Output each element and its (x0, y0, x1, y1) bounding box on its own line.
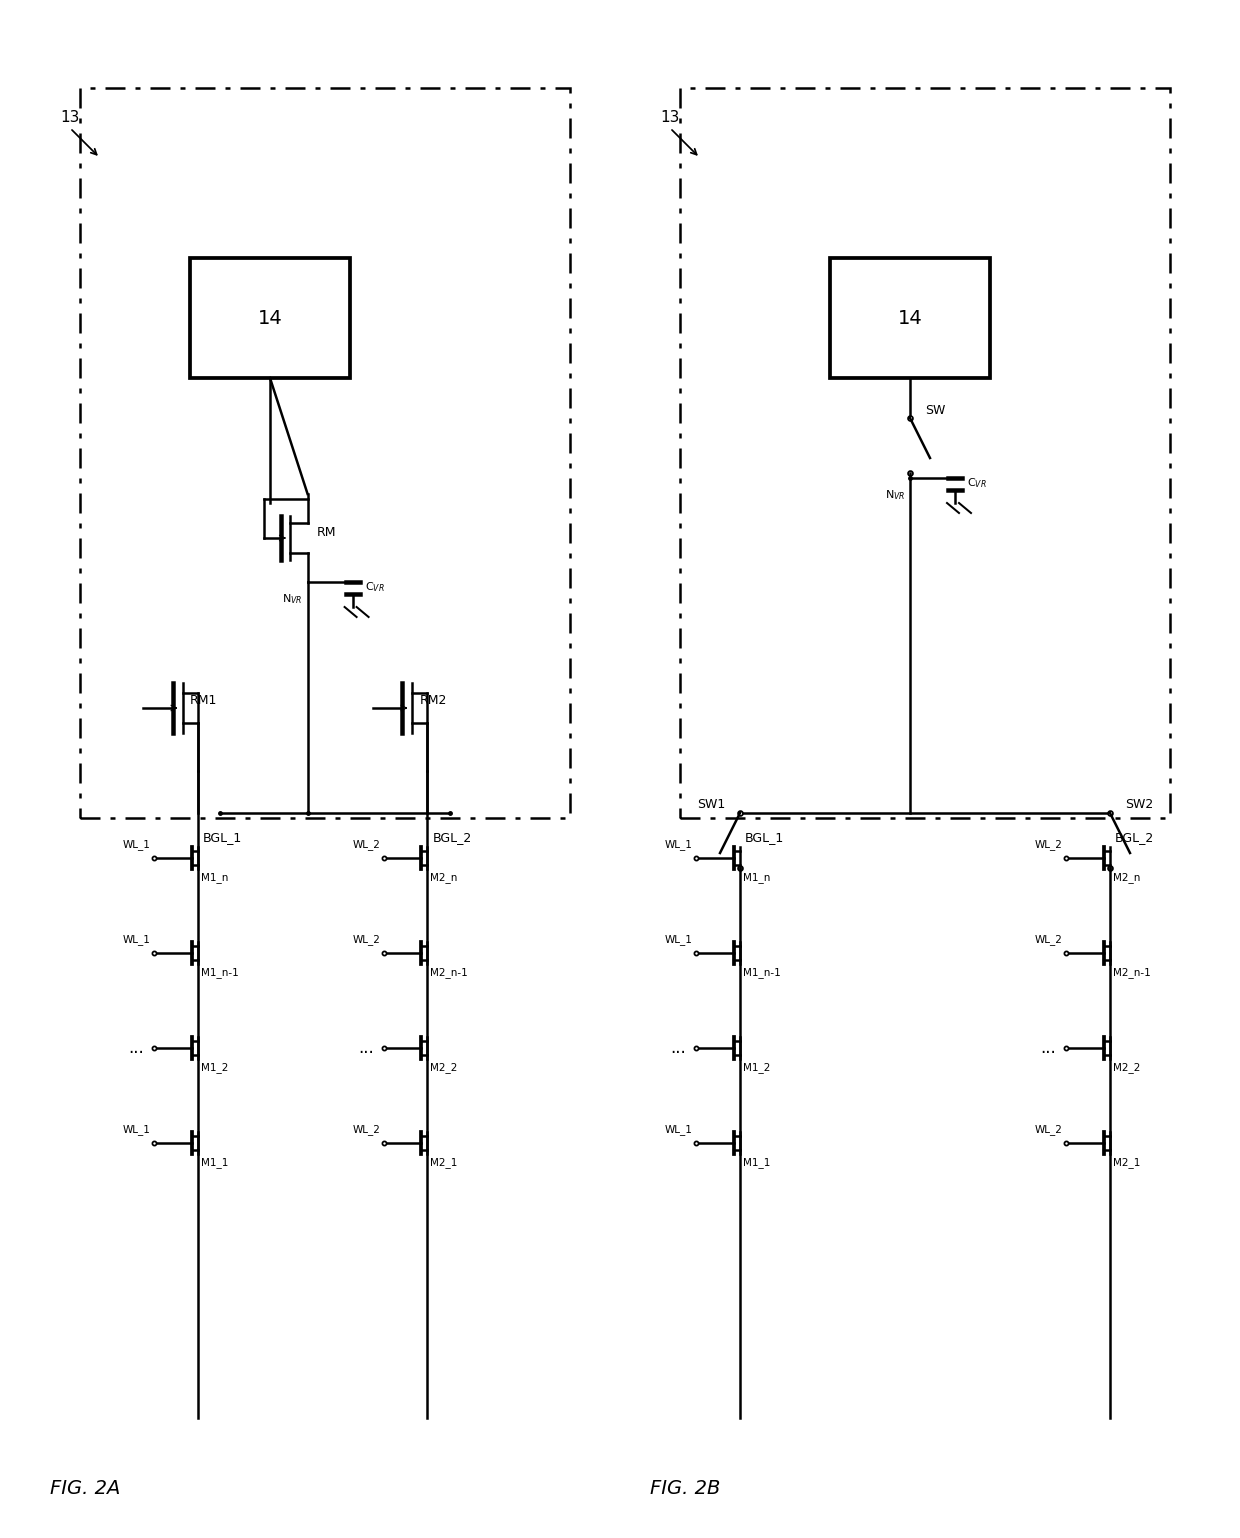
Text: WL_2: WL_2 (1035, 1124, 1063, 1135)
Text: WL_2: WL_2 (352, 840, 381, 851)
Text: SW1: SW1 (697, 798, 725, 812)
Text: M2_2: M2_2 (430, 1063, 458, 1074)
Bar (81, 88, 570, 818)
Text: BGL_1: BGL_1 (745, 832, 784, 844)
Text: N$_{VR}$: N$_{VR}$ (283, 592, 303, 606)
Text: M2_n: M2_n (1114, 872, 1141, 883)
Text: WL_1: WL_1 (123, 1124, 150, 1135)
Text: WL_1: WL_1 (665, 1124, 693, 1135)
Text: M2_1: M2_1 (430, 1157, 458, 1167)
Text: ...: ... (671, 1040, 686, 1057)
Text: WL_1: WL_1 (123, 840, 150, 851)
Text: M1_n-1: M1_n-1 (201, 967, 238, 978)
Text: FIG. 2A: FIG. 2A (50, 1478, 120, 1498)
Text: RM2: RM2 (420, 694, 448, 707)
Text: RM: RM (316, 526, 336, 540)
Text: M1_n: M1_n (743, 872, 770, 883)
Text: WL_2: WL_2 (352, 1124, 381, 1135)
Text: RM1: RM1 (190, 694, 217, 707)
Text: M2_n: M2_n (430, 872, 458, 883)
Bar (680, 88, 1171, 818)
Text: WL_2: WL_2 (352, 934, 381, 944)
Text: SW2: SW2 (1125, 798, 1153, 812)
Text: BGL_2: BGL_2 (433, 832, 471, 844)
Text: WL_1: WL_1 (665, 840, 693, 851)
Text: M2_2: M2_2 (1114, 1063, 1141, 1074)
Text: ...: ... (358, 1040, 373, 1057)
Text: M1_1: M1_1 (743, 1157, 770, 1167)
Text: SW: SW (925, 403, 945, 417)
Text: M1_2: M1_2 (743, 1063, 770, 1074)
Text: ...: ... (128, 1040, 144, 1057)
Text: WL_2: WL_2 (1035, 934, 1063, 944)
Text: M1_2: M1_2 (201, 1063, 228, 1074)
Text: 14: 14 (898, 309, 923, 328)
Text: M2_1: M2_1 (1114, 1157, 1141, 1167)
Text: ...: ... (1040, 1040, 1056, 1057)
Text: WL_2: WL_2 (1035, 840, 1063, 851)
Text: C$_{VR}$: C$_{VR}$ (967, 477, 987, 491)
Text: BGL_2: BGL_2 (1115, 832, 1154, 844)
Text: 13: 13 (60, 111, 79, 126)
Text: M1_n-1: M1_n-1 (743, 967, 781, 978)
Text: WL_1: WL_1 (665, 934, 693, 944)
Bar (830, 258, 990, 378)
Text: C$_{VR}$: C$_{VR}$ (365, 580, 384, 594)
Text: 14: 14 (258, 309, 283, 328)
Text: BGL_1: BGL_1 (202, 832, 242, 844)
Text: 13: 13 (660, 111, 680, 126)
Text: FIG. 2B: FIG. 2B (650, 1478, 720, 1498)
Text: WL_1: WL_1 (123, 934, 150, 944)
Text: N$_{VR}$: N$_{VR}$ (884, 488, 905, 501)
Text: M2_n-1: M2_n-1 (430, 967, 469, 978)
Text: M1_1: M1_1 (201, 1157, 228, 1167)
Bar (190, 258, 350, 378)
Text: M2_n-1: M2_n-1 (1114, 967, 1151, 978)
Text: M1_n: M1_n (201, 872, 228, 883)
